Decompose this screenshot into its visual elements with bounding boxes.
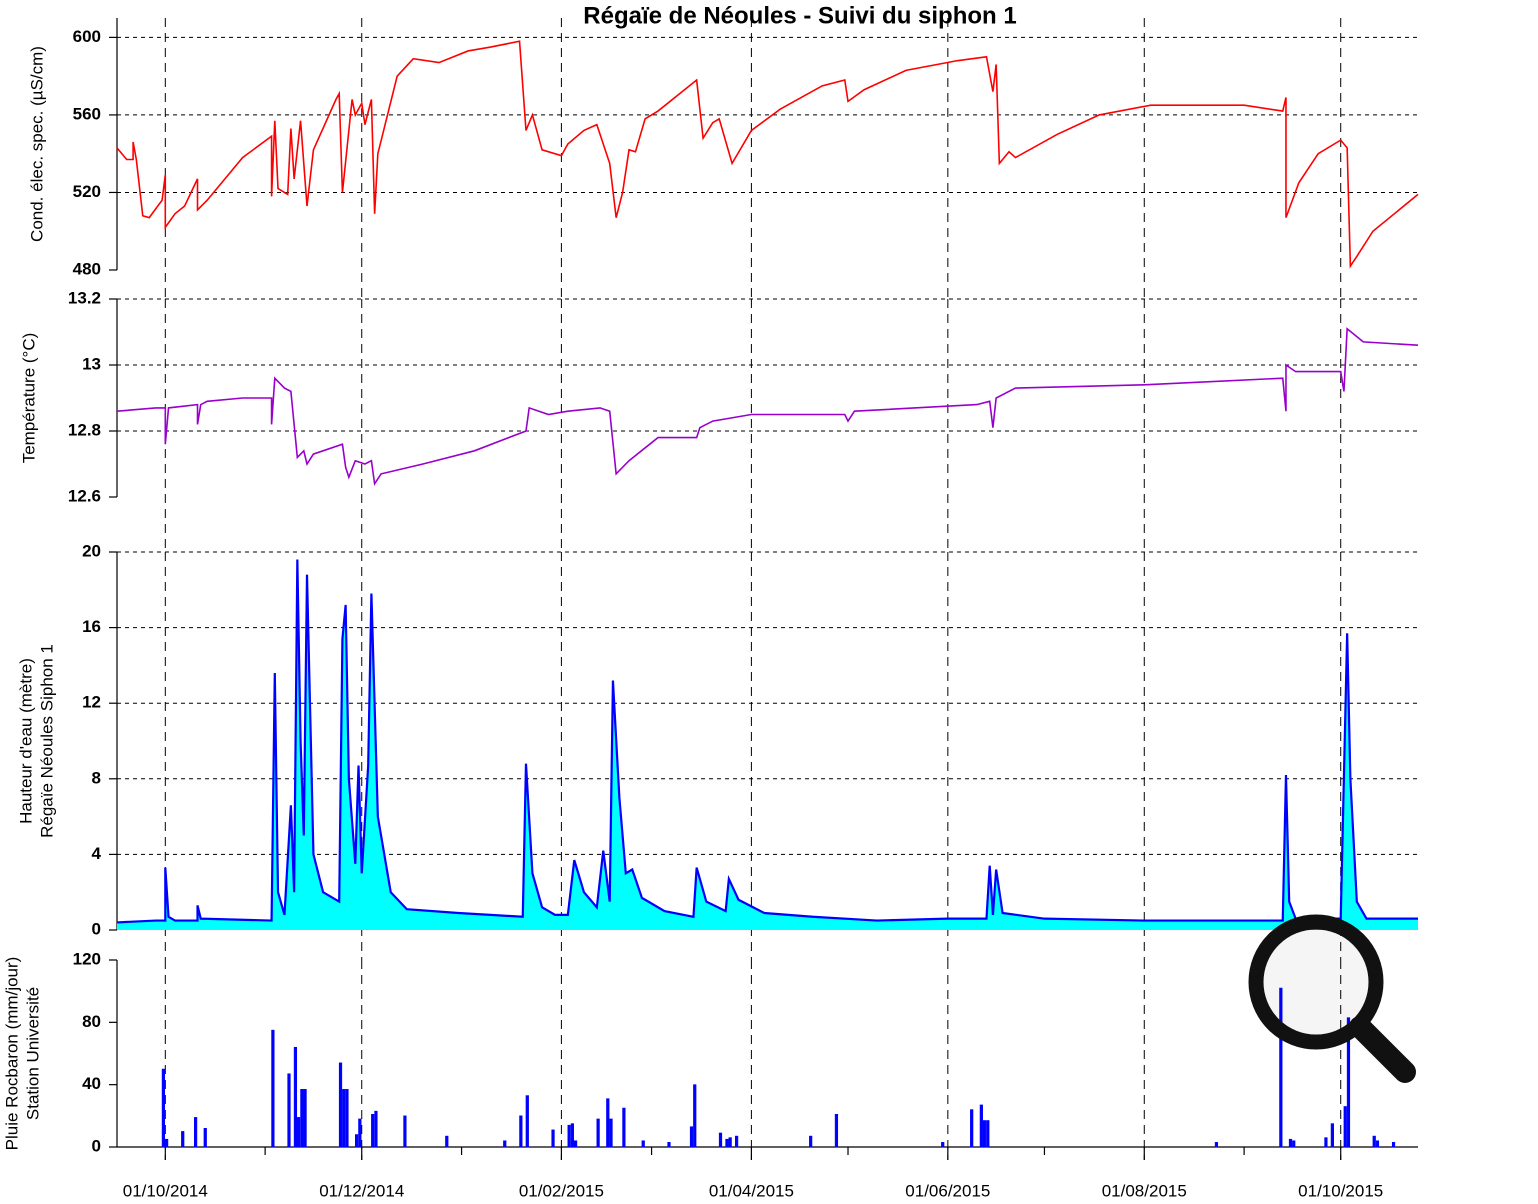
bar bbox=[573, 1140, 578, 1148]
y-tick-label: 8 bbox=[92, 768, 101, 787]
bar bbox=[374, 1110, 378, 1148]
x-tick-label: 01/10/2014 bbox=[123, 1181, 208, 1200]
bar bbox=[567, 1124, 571, 1148]
y-axis-label: Température (°C) bbox=[19, 333, 38, 464]
bar bbox=[297, 1117, 301, 1148]
x-tick-label: 01/08/2015 bbox=[1102, 1181, 1187, 1200]
y-tick-label: 40 bbox=[82, 1074, 101, 1093]
x-tick-label: 01/02/2015 bbox=[519, 1181, 604, 1200]
bar bbox=[1375, 1140, 1380, 1148]
bar bbox=[982, 1120, 987, 1148]
bar bbox=[193, 1117, 198, 1148]
bar bbox=[271, 1029, 275, 1148]
data-line bbox=[116, 40, 1419, 269]
y-tick-label: 16 bbox=[82, 617, 101, 636]
y-tick-label: 13 bbox=[82, 354, 101, 373]
bar bbox=[303, 1089, 307, 1148]
x-tick-label: 01/04/2015 bbox=[709, 1181, 794, 1200]
bar bbox=[403, 1115, 407, 1148]
bar bbox=[1330, 1123, 1334, 1148]
bar bbox=[570, 1123, 574, 1148]
y-tick-label: 13.2 bbox=[68, 288, 101, 307]
bar bbox=[970, 1109, 974, 1148]
bar bbox=[979, 1104, 983, 1148]
bar bbox=[609, 1118, 613, 1148]
bar bbox=[1391, 1142, 1396, 1148]
y-tick-label: 600 bbox=[73, 27, 101, 46]
bar bbox=[834, 1113, 839, 1148]
y-tick-label: 12.8 bbox=[68, 420, 101, 439]
y-tick-label: 0 bbox=[92, 919, 101, 938]
plots: Régaïe de Néoules - Suivi du siphon 1 Con… bbox=[2, 2, 1419, 1200]
y-tick-label: 12.6 bbox=[68, 486, 101, 505]
bar bbox=[809, 1135, 813, 1148]
x-tick-label: 01/12/2014 bbox=[319, 1181, 404, 1200]
magnifier-icon bbox=[1248, 914, 1416, 1083]
bar bbox=[596, 1118, 600, 1148]
bar bbox=[622, 1107, 626, 1148]
y-axis-label: Cond. élec. spec. (µS/cm) bbox=[27, 46, 46, 242]
bar bbox=[371, 1113, 375, 1148]
bar bbox=[551, 1129, 555, 1148]
bar bbox=[689, 1126, 694, 1148]
bar bbox=[1288, 1138, 1293, 1148]
bar bbox=[941, 1142, 945, 1148]
y-tick-label: 560 bbox=[73, 104, 101, 123]
y-axis-label: Station Université bbox=[23, 987, 42, 1120]
data-area bbox=[117, 559, 1418, 930]
bar bbox=[445, 1135, 449, 1148]
bar bbox=[519, 1115, 523, 1148]
bar bbox=[345, 1089, 349, 1148]
bar bbox=[728, 1137, 732, 1148]
bar bbox=[1346, 1017, 1351, 1148]
y-tick-label: 480 bbox=[73, 259, 101, 278]
bar bbox=[1214, 1142, 1219, 1148]
bar bbox=[1279, 987, 1283, 1148]
bar bbox=[641, 1140, 645, 1148]
y-axis-label: Régaïe Néoules Siphon 1 bbox=[37, 644, 56, 838]
bar bbox=[525, 1095, 529, 1148]
bar bbox=[338, 1062, 343, 1148]
y-tick-label: 12 bbox=[82, 693, 101, 712]
y-axis-label: Pluie Rocbaron (mm/jour) bbox=[2, 957, 21, 1151]
bar bbox=[203, 1128, 207, 1148]
y-tick-label: 120 bbox=[73, 949, 101, 968]
magnifier-handle bbox=[1349, 1016, 1416, 1083]
data-line bbox=[116, 559, 1418, 924]
bar bbox=[358, 1118, 362, 1148]
bar bbox=[161, 1068, 166, 1148]
bar bbox=[165, 1138, 169, 1148]
bar bbox=[300, 1089, 304, 1148]
bar bbox=[718, 1132, 723, 1148]
bar bbox=[1372, 1135, 1376, 1148]
y-tick-label: 4 bbox=[92, 844, 102, 863]
y-tick-label: 520 bbox=[73, 182, 101, 201]
data-line bbox=[116, 327, 1419, 487]
x-tick-label: 01/10/2015 bbox=[1298, 1181, 1383, 1200]
bar bbox=[1324, 1137, 1328, 1148]
bar bbox=[287, 1073, 291, 1148]
bar bbox=[606, 1098, 610, 1148]
bar bbox=[293, 1046, 298, 1148]
bar bbox=[667, 1142, 671, 1148]
bar bbox=[503, 1140, 507, 1148]
y-tick-label: 20 bbox=[82, 541, 101, 560]
y-tick-label: 80 bbox=[82, 1012, 101, 1031]
bar bbox=[342, 1089, 346, 1148]
bar bbox=[1343, 1106, 1347, 1148]
bar bbox=[734, 1135, 739, 1148]
bar bbox=[1292, 1140, 1296, 1148]
bar bbox=[986, 1120, 990, 1148]
bar bbox=[725, 1138, 729, 1148]
y-axis-label: Hauteur d'eau (mètre) bbox=[16, 658, 35, 824]
chart-title: Régaïe de Néoules - Suivi du siphon 1 bbox=[583, 2, 1016, 29]
magnifier-lens bbox=[1248, 914, 1384, 1050]
y-tick-label: 0 bbox=[92, 1136, 101, 1155]
bar bbox=[693, 1084, 697, 1148]
bar bbox=[181, 1131, 185, 1148]
x-tick-label: 01/06/2015 bbox=[905, 1181, 990, 1200]
bar bbox=[355, 1134, 359, 1148]
